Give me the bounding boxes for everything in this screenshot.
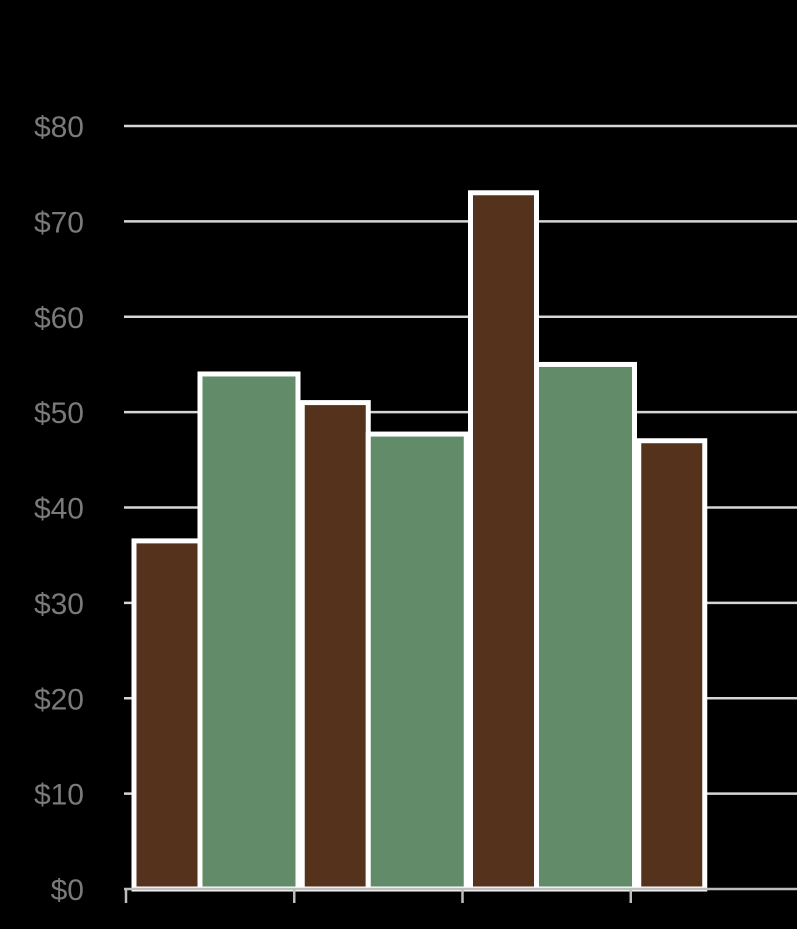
bar-series1-cat3 [468,190,539,892]
y-tick-label: $20 [34,683,84,716]
y-tick-label: $60 [34,302,84,335]
x-axis [124,887,797,903]
y-axis-tick-labels: $0 $10 $20 $30 $40 $50 $60 $70 $80 [34,111,84,907]
bar-series2-cat2 [365,431,469,892]
bar-series1-cat4 [636,438,708,892]
bar-series2-cat3 [534,361,637,892]
y-tick-label: $80 [34,111,84,144]
y-tick-label: $50 [34,397,84,430]
bar-series1-cat1 [131,538,203,892]
y-tick-label: $30 [34,588,84,621]
bar-series2-cat1 [197,371,301,892]
bars [131,190,708,892]
y-tick-label: $10 [34,779,84,812]
y-tick-label: $0 [51,874,84,907]
bar-series1-cat2 [299,400,371,892]
y-tick-label: $40 [34,493,84,526]
y-tick-label: $70 [34,206,84,239]
